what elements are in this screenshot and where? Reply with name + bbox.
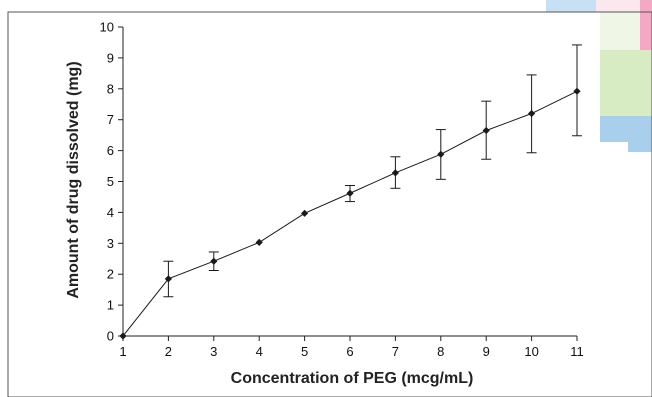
x-tick-label: 2 — [165, 344, 172, 359]
data-point — [210, 257, 218, 265]
x-tick-label: 7 — [392, 344, 399, 359]
y-tick-label: 0 — [107, 329, 114, 344]
y-tick-label: 4 — [107, 205, 114, 220]
y-ticks: 0 1 2 3 4 5 6 7 8 9 10 — [100, 20, 123, 344]
data-point — [119, 332, 127, 340]
x-tick-label: 8 — [437, 344, 444, 359]
data-point — [391, 169, 399, 177]
x-tick-label: 11 — [570, 344, 584, 359]
x-tick-label: 9 — [483, 344, 490, 359]
y-tick-label: 1 — [107, 298, 114, 313]
y-tick-label: 5 — [107, 174, 114, 189]
data-point — [255, 238, 263, 246]
data-point — [528, 109, 536, 118]
data-point — [301, 209, 309, 217]
data-point — [573, 87, 581, 95]
error-bars — [163, 44, 582, 298]
x-tick-label: 10 — [524, 344, 538, 359]
y-tick-label: 10 — [100, 20, 114, 35]
chart-frame — [7, 11, 652, 397]
data-point — [437, 150, 445, 158]
series-line — [122, 90, 578, 337]
y-tick-label: 7 — [107, 112, 114, 127]
y-tick-label: 6 — [107, 143, 114, 158]
y-tick-label: 3 — [107, 236, 114, 251]
y-tick-label: 9 — [107, 50, 114, 65]
data-point — [164, 275, 172, 283]
data-point — [346, 189, 354, 197]
y-tick-label: 8 — [107, 81, 114, 96]
x-tick-label: 6 — [346, 344, 353, 359]
data-markers — [119, 87, 581, 340]
y-tick-label: 2 — [107, 267, 114, 282]
x-tick-label: 4 — [256, 344, 263, 359]
x-axis-title: Concentration of PEG (mcg/mL) — [231, 370, 474, 387]
axes — [122, 27, 577, 337]
x-tick-label: 1 — [119, 344, 126, 359]
y-axis-title: Amount of drug dissolved (mg) — [65, 61, 82, 298]
x-ticks: 1 2 3 4 5 6 7 8 9 10 11 — [119, 336, 584, 359]
corner-decoration — [546, 0, 652, 152]
x-tick-label: 3 — [210, 344, 217, 359]
data-point — [482, 126, 490, 135]
x-tick-label: 5 — [301, 344, 308, 359]
